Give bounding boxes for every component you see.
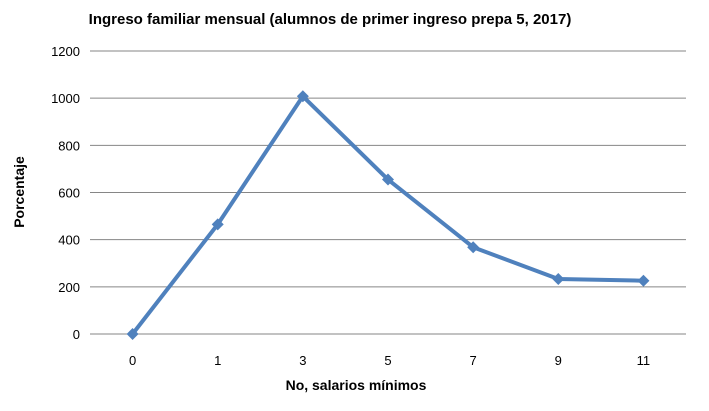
data-point-marker (126, 328, 139, 340)
data-point-marker (211, 218, 224, 231)
y-tick-label: 1000 (51, 91, 80, 106)
chart-title: Ingreso familiar mensual (alumnos de pri… (89, 11, 572, 28)
x-tick-label: 1 (214, 353, 221, 368)
x-tick-label: 7 (470, 353, 477, 368)
x-tick-label: 0 (129, 353, 136, 368)
data-point-marker (382, 173, 394, 186)
y-axis-label: Porcentaje (11, 156, 27, 228)
data-point-marker (296, 90, 309, 103)
y-tick-label: 400 (58, 233, 80, 248)
x-axis-ticks: 0 1 3 5 7 9 11 (129, 353, 650, 368)
series-group (126, 90, 650, 340)
x-tick-label: 11 (637, 353, 651, 368)
x-tick-label: 9 (555, 353, 562, 368)
y-axis-ticks: 0 200 400 600 800 1000 1200 (51, 44, 80, 342)
y-tick-label: 1200 (51, 44, 80, 59)
data-point-marker (467, 241, 480, 254)
y-tick-label: 0 (73, 327, 80, 342)
gridlines (90, 50, 686, 335)
y-tick-label: 800 (58, 138, 80, 153)
x-tick-label: 3 (299, 353, 306, 368)
series-line (130, 94, 646, 336)
data-point-marker (552, 273, 565, 286)
x-axis-label: No, salarios mínimos (286, 377, 427, 393)
data-point-marker (637, 274, 650, 287)
y-tick-label: 600 (58, 186, 80, 201)
x-tick-label: 5 (384, 353, 391, 368)
y-tick-label: 200 (58, 280, 80, 295)
